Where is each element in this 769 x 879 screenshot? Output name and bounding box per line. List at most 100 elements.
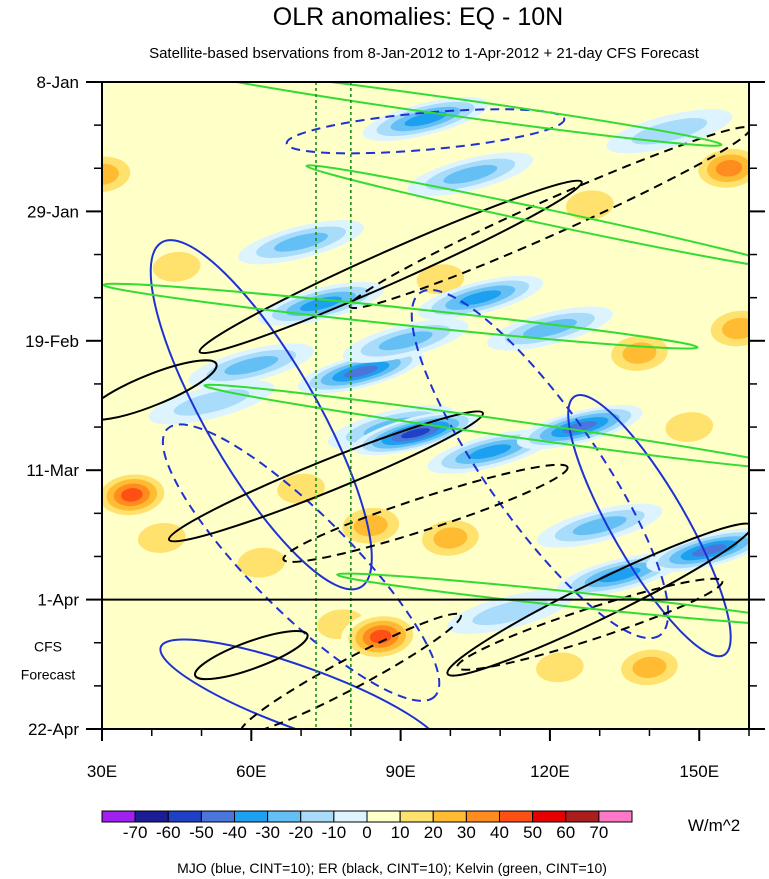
colorbar-label: 60 <box>556 823 575 842</box>
colorbar-label: -30 <box>255 823 280 842</box>
field-blob <box>469 444 512 460</box>
colorbar-swatch <box>234 810 269 823</box>
field-blob <box>137 523 186 553</box>
colorbar-swatch <box>366 810 401 823</box>
field-blob <box>722 317 749 340</box>
colorbar-swatch <box>134 810 169 823</box>
field-blob <box>152 251 201 282</box>
colorbar-swatch <box>565 810 600 823</box>
er-contour <box>446 522 749 677</box>
x-tick-label: 150E <box>679 762 719 781</box>
field-blob <box>277 473 325 504</box>
colorbar-label: 20 <box>424 823 443 842</box>
colorbar-label: 40 <box>490 823 509 842</box>
field-blob <box>343 365 378 378</box>
colorbar-swatch <box>300 810 335 823</box>
field-blob <box>224 355 279 375</box>
colorbar-swatch <box>432 810 467 823</box>
colorbar-label: 10 <box>391 823 410 842</box>
colorbar-label: 70 <box>589 823 608 842</box>
colorbar-swatch <box>167 810 202 823</box>
field-blob <box>274 232 329 252</box>
colorbar-label: -40 <box>222 823 247 842</box>
colorbar-units: W/m^2 <box>688 816 740 835</box>
field-blob <box>378 331 433 351</box>
colorbar: -70 -60 -50 -40 -30 -20 -10 0 10 20 30 40 50 60 70 <box>101 810 633 842</box>
field-blob <box>715 159 743 177</box>
colorbar-label: 50 <box>523 823 542 842</box>
y-tick-label: 1-Apr <box>37 591 79 610</box>
forecast-label-line1: CFS <box>34 639 62 655</box>
colorbar-label: -50 <box>189 823 214 842</box>
y-axis: 8-Jan 29-Jan 19-Feb 11-Mar 1-Apr 22-Apr <box>25 73 765 739</box>
field-blob <box>401 428 431 439</box>
colorbar-swatch <box>333 810 368 823</box>
colorbar-swatch <box>465 810 500 823</box>
field-blob <box>404 111 447 127</box>
colorbar-swatch <box>598 810 633 823</box>
x-tick-label: 60E <box>236 762 266 781</box>
mjo-contour <box>567 394 732 658</box>
y-tick-label: 8-Jan <box>36 73 79 92</box>
er-contour <box>348 126 749 310</box>
mjo-contour <box>285 108 566 155</box>
colorbar-swatch <box>267 810 302 823</box>
y-tick-label: 11-Mar <box>26 461 79 480</box>
colorbar-swatch <box>499 810 534 823</box>
colorbar-label: 30 <box>457 823 476 842</box>
field-blob <box>472 598 548 626</box>
colorbar-label: -20 <box>288 823 313 842</box>
kelvin-contour <box>336 572 749 627</box>
mjo-contour <box>149 239 373 591</box>
plot-area <box>102 82 749 729</box>
er-contour <box>102 359 218 421</box>
colorbar-label: -10 <box>322 823 347 842</box>
contour-legend-note: MJO (blue, CINT=10); ER (black, CINT=10)… <box>177 860 607 876</box>
field-blob <box>692 544 727 557</box>
field-blob <box>433 527 468 549</box>
mjo-contour <box>159 638 443 729</box>
y-tick-label: 29-Jan <box>27 202 79 221</box>
er-contour <box>193 629 309 681</box>
colorbar-label: -70 <box>123 823 148 842</box>
forecast-label-line2: Forecast <box>21 667 76 683</box>
field-blob <box>522 319 577 338</box>
er-contour <box>198 179 583 355</box>
colorbar-label: -60 <box>156 823 181 842</box>
kelvin-contour <box>178 82 723 147</box>
colorbar-swatch <box>399 810 434 823</box>
wave-contours <box>102 82 749 729</box>
y-tick-label: 19-Feb <box>25 332 79 351</box>
kelvin-contour <box>203 383 749 471</box>
x-tick-label: 30E <box>87 762 117 781</box>
field-blob <box>237 547 286 578</box>
chart-subtitle: Satellite-based bservations from 8-Jan-2… <box>149 45 700 62</box>
kelvin-contour <box>102 282 699 350</box>
er-contour <box>167 410 484 543</box>
field-blob <box>665 412 714 442</box>
x-tick-label: 90E <box>385 762 415 781</box>
field-blob <box>173 389 250 416</box>
field-blob <box>598 567 641 583</box>
y-tick-label: 22-Apr <box>28 720 79 739</box>
chart-title: OLR anomalies: EQ - 10N <box>273 3 563 31</box>
field-blob <box>572 516 627 536</box>
field-blob <box>353 515 388 537</box>
er-contour <box>282 463 569 563</box>
colorbar-swatch <box>532 810 567 823</box>
field-blob <box>121 488 143 502</box>
plot-frame <box>101 81 750 730</box>
colorbar-swatch <box>200 810 235 823</box>
colorbar-swatch <box>101 810 136 823</box>
kelvin-contour <box>305 164 749 271</box>
field-blob <box>443 164 498 184</box>
x-tick-label: 120E <box>530 762 570 781</box>
colorbar-label: 0 <box>362 823 371 842</box>
field-blob <box>459 290 502 306</box>
field-blob <box>536 652 584 683</box>
er-contour <box>239 612 462 729</box>
x-axis: 30E 60E 90E 120E 150E <box>87 729 750 781</box>
mjo-contour <box>161 423 441 702</box>
olr-field <box>102 96 749 693</box>
